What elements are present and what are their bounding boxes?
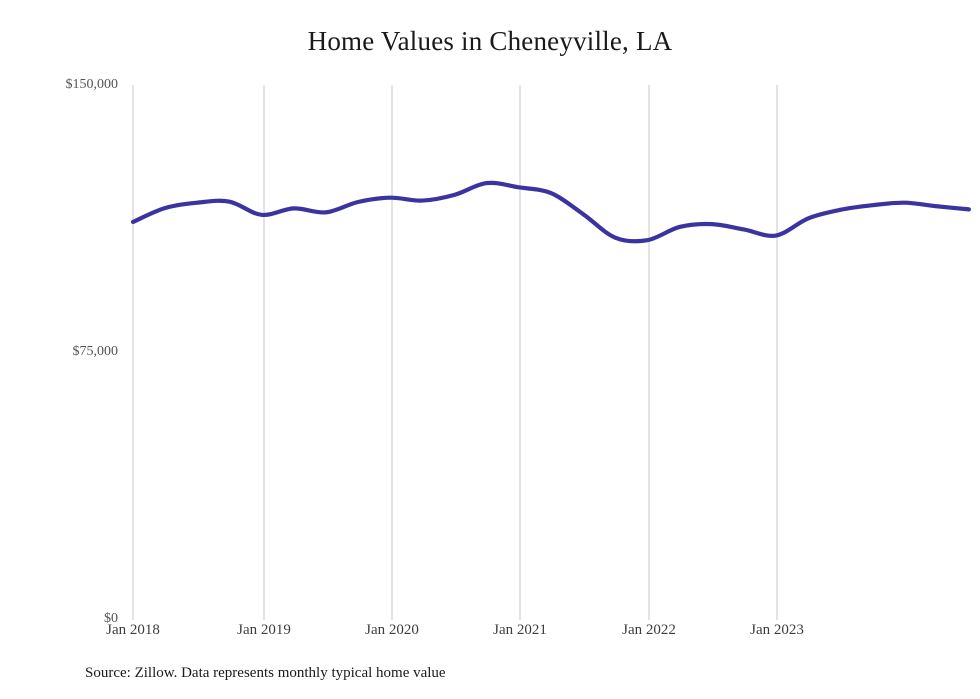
- gridlines: [132, 85, 778, 620]
- source-note: Source: Zillow. Data represents monthly …: [85, 665, 446, 681]
- series-line-typical-home-value: [130, 180, 971, 244]
- x-tick-label-jan-2019: Jan 2019: [237, 622, 291, 638]
- y-tick-label-75000: $75,000: [72, 344, 119, 359]
- y-tick-label-150000: $150,000: [65, 77, 119, 92]
- x-tick-label-jan-2021: Jan 2021: [493, 622, 547, 638]
- y-tick-label-0: $0: [104, 611, 118, 626]
- chart-title: Home Values in Cheneyville, LA: [307, 26, 673, 56]
- x-tick-label-jan-2022: Jan 2022: [622, 622, 676, 638]
- x-tick-label-jan-2020: Jan 2020: [365, 622, 419, 638]
- x-tick-label-jan-2018: Jan 2018: [106, 622, 160, 638]
- x-tick-label-jan-2023: Jan 2023: [750, 622, 804, 638]
